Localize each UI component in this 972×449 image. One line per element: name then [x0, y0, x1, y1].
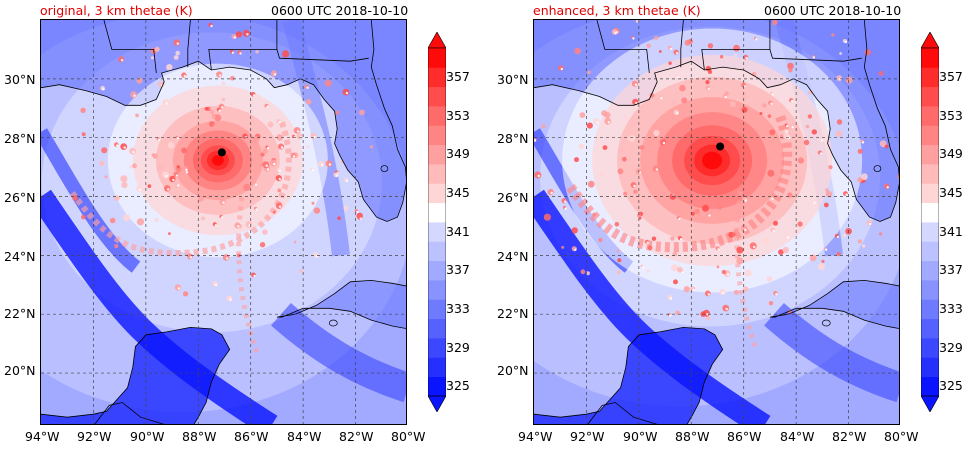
lon-label: 94°W: [25, 429, 60, 444]
lon-label: 82°W: [339, 429, 374, 444]
lat-label: 20°N: [4, 363, 36, 378]
colorbar-tick-label: 345: [446, 185, 470, 200]
lat-label: 30°N: [497, 72, 529, 87]
colorbar-tick-label: 353: [446, 108, 470, 123]
lon-label: 94°W: [518, 429, 553, 444]
colorbar-tick-label: 357: [939, 69, 963, 84]
lat-label: 30°N: [4, 72, 36, 87]
colorbar-tick-label: 325: [939, 378, 963, 393]
colorbar-original: [427, 31, 447, 416]
colorbar-tick-label: 349: [939, 146, 963, 161]
lon-label: 90°W: [130, 429, 165, 444]
panel-title-right: 0600 UTC 2018-10-10: [764, 3, 902, 18]
map-enhanced: [533, 19, 900, 425]
colorbar-tick-label: 341: [446, 224, 470, 239]
colorbar-tick-label: 337: [446, 262, 470, 277]
colorbar-tick-label: 337: [939, 262, 963, 277]
map-original: [40, 19, 407, 425]
colorbar-tick-label: 329: [939, 340, 963, 355]
lat-label: 24°N: [497, 249, 529, 264]
lon-label: 92°W: [570, 429, 605, 444]
lat-label: 22°N: [497, 306, 529, 321]
lon-label: 86°W: [234, 429, 269, 444]
colorbar-tick-label: 345: [939, 185, 963, 200]
lon-label: 84°W: [780, 429, 815, 444]
lon-label: 84°W: [287, 429, 322, 444]
lat-label: 28°N: [497, 131, 529, 146]
lon-label: 88°W: [182, 429, 217, 444]
lat-label: 28°N: [4, 131, 36, 146]
lat-label: 26°N: [4, 190, 36, 205]
lat-label: 24°N: [4, 249, 36, 264]
panel-title-left: enhanced, 3 km thetae (K): [533, 3, 701, 18]
lat-label: 22°N: [4, 306, 36, 321]
lon-label: 90°W: [623, 429, 658, 444]
colorbar-tick-label: 325: [446, 378, 470, 393]
colorbar-tick-label: 333: [939, 301, 963, 316]
colorbar-tick-label: 357: [446, 69, 470, 84]
lon-label: 82°W: [832, 429, 867, 444]
colorbar-enhanced: [920, 31, 940, 416]
lat-label: 20°N: [497, 363, 529, 378]
colorbar-tick-label: 329: [446, 340, 470, 355]
panel-title-right: 0600 UTC 2018-10-10: [271, 3, 409, 18]
lon-label: 80°W: [391, 429, 426, 444]
colorbar-tick-label: 333: [446, 301, 470, 316]
lon-label: 86°W: [727, 429, 762, 444]
thetae-field-original: [41, 20, 406, 424]
lon-label: 80°W: [884, 429, 919, 444]
thetae-field-enhanced: [534, 20, 899, 424]
lat-label: 26°N: [497, 190, 529, 205]
panel-title-left: original, 3 km thetae (K): [40, 3, 193, 18]
colorbar-tick-label: 349: [446, 146, 470, 161]
lon-label: 88°W: [675, 429, 710, 444]
lon-label: 92°W: [77, 429, 112, 444]
colorbar-tick-label: 341: [939, 224, 963, 239]
colorbar-tick-label: 353: [939, 108, 963, 123]
